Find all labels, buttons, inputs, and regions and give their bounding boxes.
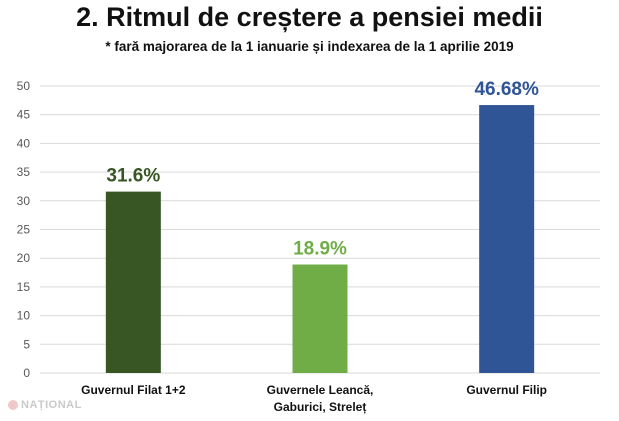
x-tick-label: Gaburici, Streleț — [274, 400, 367, 414]
y-tick-label: 15 — [17, 280, 31, 294]
y-tick-label: 45 — [17, 108, 31, 122]
watermark: NAȚIONAL — [8, 399, 82, 411]
x-tick-label: Guvernul Filat 1+2 — [81, 383, 186, 397]
y-tick-label: 35 — [17, 165, 31, 179]
chart-subtitle: * fară majorarea de la 1 ianuarie și ind… — [105, 39, 514, 54]
y-tick-label: 50 — [17, 79, 31, 93]
y-tick-label: 0 — [23, 366, 30, 380]
y-tick-label: 25 — [17, 223, 31, 237]
data-label: 46.68% — [474, 79, 539, 100]
x-tick-label: Guvernele Leancă, — [267, 383, 374, 397]
watermark-text: NAȚIONAL — [21, 399, 82, 411]
bar — [292, 264, 348, 373]
bar — [479, 105, 535, 374]
y-tick-label: 10 — [17, 309, 31, 323]
y-tick-label: 5 — [23, 337, 30, 351]
bar — [105, 191, 161, 373]
chart-title: 2. Ritmul de creștere a pensiei medii — [76, 2, 543, 32]
logo-icon — [8, 400, 18, 410]
x-tick-label: Guvernul Filip — [466, 383, 547, 397]
y-tick-label: 40 — [17, 136, 31, 150]
data-label: 31.6% — [106, 166, 160, 187]
y-tick-label: 30 — [17, 194, 31, 208]
y-tick-label: 20 — [17, 251, 31, 265]
data-label: 18.9% — [293, 239, 347, 260]
